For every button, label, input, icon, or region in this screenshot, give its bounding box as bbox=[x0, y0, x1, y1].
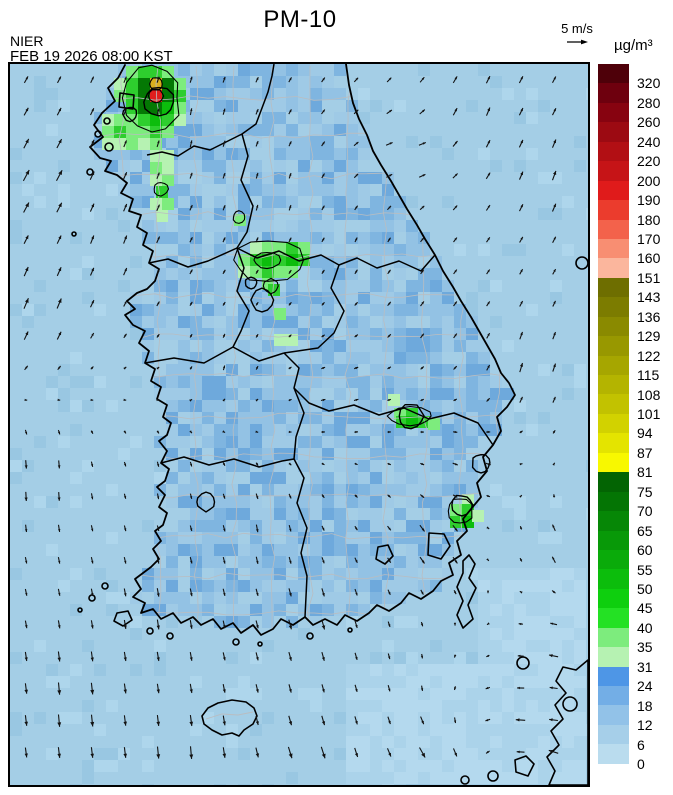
legend-tick-label: 280 bbox=[637, 94, 661, 111]
legend-segment bbox=[598, 64, 629, 84]
legend-tick-label: 101 bbox=[637, 406, 661, 422]
legend-tick-label: 65 bbox=[637, 522, 653, 539]
legend-segment bbox=[598, 627, 629, 648]
legend-segment bbox=[598, 666, 629, 686]
legend-segment bbox=[598, 277, 629, 298]
agency-label: NIER bbox=[10, 33, 44, 49]
legend-segment bbox=[598, 511, 629, 531]
legend-segment bbox=[598, 472, 629, 492]
legend-tick-label: 75 bbox=[637, 483, 653, 500]
legend-tick-label: 151 bbox=[637, 269, 661, 286]
legend-tick-label: 170 bbox=[637, 231, 661, 247]
legend-tick-label: 115 bbox=[637, 367, 660, 384]
legend-tick-label: 108 bbox=[637, 386, 661, 403]
legend-segment bbox=[598, 258, 629, 278]
legend-segment bbox=[598, 83, 629, 103]
legend-segment bbox=[598, 647, 629, 667]
legend-tick-label: 81 bbox=[637, 464, 653, 481]
legend-segment bbox=[598, 452, 629, 473]
legend-segment bbox=[598, 161, 629, 181]
province-boundaries bbox=[144, 63, 494, 618]
legend-tick-label: 320 bbox=[637, 75, 661, 92]
legend-tick-label: 31 bbox=[637, 658, 653, 675]
unit-label: µg/m³ bbox=[614, 37, 653, 54]
legend-tick-label: 24 bbox=[637, 678, 653, 695]
legend-segment bbox=[598, 122, 629, 142]
coastline bbox=[89, 63, 516, 636]
islands bbox=[71, 92, 589, 786]
concentration-contours bbox=[121, 64, 473, 524]
legend-segment bbox=[598, 355, 629, 375]
legend-segment bbox=[598, 413, 629, 434]
legend-segment bbox=[598, 549, 629, 570]
legend-segment bbox=[598, 141, 629, 162]
legend-segment bbox=[598, 297, 629, 317]
map-frame bbox=[8, 62, 598, 795]
legend-tick-label: 12 bbox=[637, 717, 653, 734]
legend-tick-label: 45 bbox=[637, 600, 653, 617]
wind-reference-arrow-icon bbox=[567, 39, 588, 45]
legend-segment bbox=[598, 219, 629, 239]
legend-segment bbox=[598, 316, 629, 337]
legend-tick-label: 136 bbox=[637, 308, 661, 325]
legend-tick-label: 260 bbox=[637, 114, 661, 131]
legend-tick-label: 40 bbox=[637, 619, 653, 636]
legend-tick-label: 70 bbox=[637, 503, 653, 520]
legend-tick-label: 240 bbox=[637, 133, 661, 150]
legend-tick-label: 60 bbox=[637, 542, 653, 559]
legend-segment bbox=[598, 394, 629, 414]
legend-segment bbox=[598, 744, 629, 764]
legend-tick-label: 190 bbox=[637, 192, 661, 209]
legend-tick-label: 200 bbox=[637, 172, 661, 189]
legend-segment bbox=[598, 608, 629, 628]
legend-segment bbox=[598, 530, 629, 550]
legend-tick-label: 55 bbox=[637, 561, 653, 578]
legend-tick-label: 0 bbox=[637, 756, 645, 772]
legend-tick-label: 143 bbox=[637, 289, 661, 306]
hotspot-cells bbox=[102, 66, 484, 528]
legend-segment bbox=[598, 200, 629, 220]
legend-segment bbox=[598, 724, 629, 745]
legend-segment bbox=[598, 336, 629, 356]
legend-segment bbox=[598, 375, 629, 395]
legend-tick-label: 160 bbox=[637, 250, 661, 267]
legend-segment bbox=[598, 569, 629, 589]
legend-tick-label: 50 bbox=[637, 581, 653, 597]
legend-segment bbox=[598, 686, 629, 706]
legend-segment bbox=[598, 433, 629, 453]
wind-reference-label: 5 m/s bbox=[561, 21, 593, 36]
legend-segment bbox=[598, 705, 629, 725]
legend-colorbar bbox=[598, 64, 629, 764]
legend-tick-label: 18 bbox=[637, 697, 653, 714]
legend-segment bbox=[598, 491, 629, 512]
concentration-texture bbox=[10, 64, 598, 795]
page-title: PM-10 bbox=[263, 6, 337, 33]
legend-tick-label: 122 bbox=[637, 347, 661, 364]
legend-tick-label: 35 bbox=[637, 639, 653, 656]
legend-tick-label: 94 bbox=[637, 425, 653, 442]
legend-tick-label: 220 bbox=[637, 153, 661, 170]
legend-segment bbox=[598, 180, 629, 201]
legend-segment bbox=[598, 588, 629, 609]
wind-vector-field bbox=[22, 75, 559, 759]
map-svg bbox=[10, 63, 598, 795]
legend-segment bbox=[598, 238, 629, 259]
legend-tick-label: 87 bbox=[637, 444, 653, 461]
legend-tick-label: 129 bbox=[637, 328, 661, 345]
legend-tick-label: 180 bbox=[637, 211, 661, 228]
legend-tick-label: 6 bbox=[637, 736, 645, 753]
timestamp-label: FEB 19 2026 08:00 KST bbox=[10, 48, 173, 65]
legend-segment bbox=[598, 102, 629, 123]
